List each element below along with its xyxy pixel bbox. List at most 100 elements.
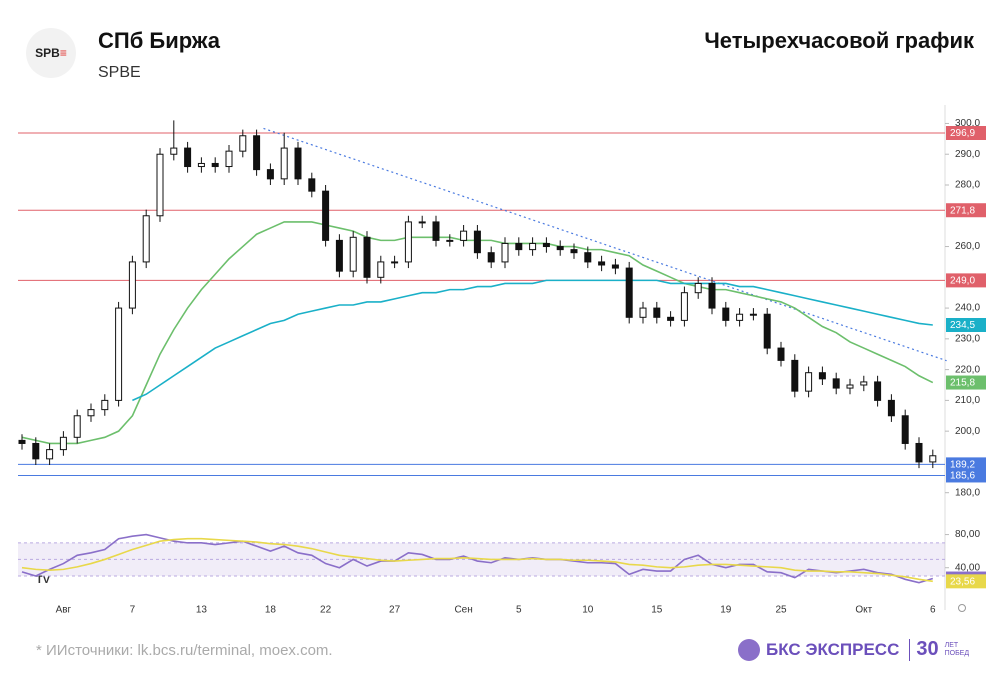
x-tick-label: 6	[930, 605, 936, 616]
subtitle: Четырехчасовой график	[704, 28, 974, 53]
candle-body	[722, 307, 730, 321]
candle-body	[253, 135, 261, 171]
candle-body	[736, 313, 744, 321]
candle-body	[225, 150, 233, 168]
source: * ИИсточники: lk.bcs.ru/terminal, moex.c…	[36, 642, 333, 659]
candle-body	[184, 147, 192, 168]
y-tick-label: 220,0	[955, 364, 980, 375]
candle-body	[611, 264, 619, 269]
candle-body	[115, 307, 123, 401]
level-tag-bg	[946, 126, 986, 140]
candle-body	[763, 313, 771, 349]
divider	[909, 638, 911, 661]
candle-body	[418, 221, 426, 224]
candle-body	[349, 236, 357, 272]
badge-number: 30	[916, 638, 939, 660]
candle-body	[487, 252, 495, 263]
candle-body	[280, 147, 288, 180]
candle-body	[363, 236, 371, 278]
last-value-tag: 215,8	[950, 378, 975, 389]
badge-bottom: ПОБЕД	[944, 649, 970, 657]
candle-body	[142, 215, 150, 263]
candle-body	[874, 381, 882, 401]
level-tag-bg	[946, 468, 986, 483]
x-tick-label: 18	[265, 605, 277, 616]
x-tick-label: 27	[389, 605, 401, 616]
candle-body	[777, 347, 785, 361]
x-tick-label: 25	[775, 605, 787, 616]
brand: БКС ЭКСПРЕСС 30 ЛЕТ ПОБЕД	[738, 638, 969, 661]
y-tick-label: 260,0	[955, 241, 980, 252]
candle-body	[625, 267, 633, 318]
last-value-tag-bg	[946, 318, 986, 332]
candle-body	[639, 307, 647, 318]
candle-body	[680, 292, 688, 321]
candle-body	[749, 313, 757, 316]
y-tick-label: 240,0	[955, 303, 980, 314]
y-tick-label: 290,0	[955, 149, 980, 160]
badge: ЛЕТ ПОБЕД	[945, 642, 969, 658]
candle-body	[860, 381, 868, 386]
candle-body	[170, 147, 178, 155]
last-value-tag: 23,56	[950, 576, 975, 587]
candle-body	[266, 169, 274, 180]
x-tick-label: Сен	[454, 605, 472, 616]
candle-body	[18, 439, 26, 444]
logo: SPB ≡	[26, 28, 76, 78]
x-tick-label: 19	[720, 605, 732, 616]
line	[21, 533, 934, 584]
settings-icon	[958, 604, 966, 612]
line	[21, 537, 933, 583]
candle-body	[818, 372, 826, 380]
candle-body	[570, 249, 578, 254]
candle-body	[598, 261, 606, 266]
x-tick-label: 13	[196, 605, 208, 616]
candle-body	[59, 436, 67, 451]
candle-body	[846, 384, 854, 389]
candle-body	[529, 242, 537, 251]
badge-top: ЛЕТ	[944, 641, 959, 649]
title: СПб Биржа	[98, 28, 220, 53]
candle-body	[211, 162, 219, 168]
candle-body	[156, 153, 164, 217]
candle-body	[73, 415, 81, 438]
y-tick-label: 280,0	[955, 180, 980, 191]
candle-body	[87, 409, 95, 417]
candle-body	[32, 442, 40, 460]
candle-body	[377, 261, 385, 278]
candle-body	[542, 242, 550, 248]
x-tick-label: 15	[651, 605, 663, 616]
x-tick-label: 5	[516, 605, 522, 616]
candle-body	[128, 261, 136, 309]
trendline	[263, 127, 947, 362]
candle-body	[391, 261, 399, 264]
candle-body	[239, 135, 247, 152]
x-tick-label: 22	[320, 605, 332, 616]
candle-body	[404, 221, 412, 263]
candle-body	[805, 372, 813, 392]
y-tick-label: 300,0	[955, 118, 980, 129]
candle-body	[473, 230, 481, 254]
y-tick-label: 230,0	[955, 333, 980, 344]
candle-body	[653, 307, 661, 318]
candle-body	[446, 239, 454, 242]
y-tick-label: 200,0	[955, 426, 980, 437]
level-tag: 249,0	[950, 276, 975, 287]
candle-body	[915, 442, 923, 463]
candle-body	[556, 246, 564, 251]
candle-body	[887, 399, 895, 417]
y-tick-label: 180,0	[955, 487, 980, 498]
x-tick-label: 10	[582, 605, 594, 616]
candle-body	[322, 190, 330, 241]
line	[132, 279, 933, 402]
candle-body	[335, 239, 343, 272]
level-tag: 271,8	[950, 205, 975, 216]
brand-name: БКС ЭКСПРЕСС	[766, 639, 900, 659]
candle-body	[515, 242, 523, 251]
candle-body	[294, 147, 302, 180]
level-tag: 296,9	[950, 128, 975, 139]
last-value-tag: 234,5	[950, 320, 975, 331]
y-tick-label: 80,00	[955, 529, 980, 540]
candle-body	[432, 221, 440, 241]
